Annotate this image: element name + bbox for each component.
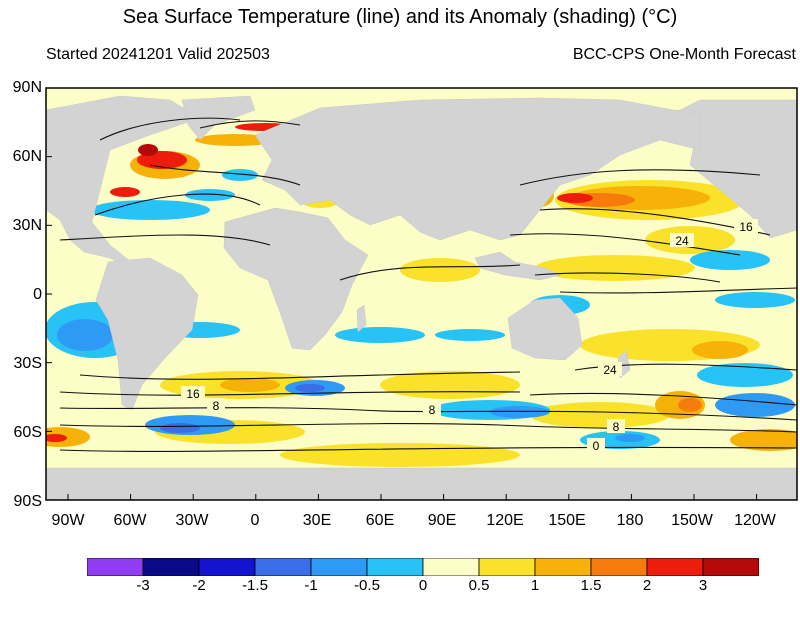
colorbar-swatch (142, 558, 200, 576)
lon-label: 30W (175, 512, 209, 529)
lon-label: 30E (302, 512, 332, 529)
contour-label: 0 (593, 439, 600, 453)
contour-label: 16 (186, 387, 200, 401)
colorbar-label: 2 (642, 577, 652, 594)
colorbar-label: 0.5 (468, 577, 490, 594)
lat-label: 30N (12, 217, 42, 234)
colorbar-label: 1 (530, 577, 540, 594)
colorbar-swatch (254, 558, 312, 576)
colorbar-swatch (87, 558, 144, 576)
colorbar-label: -0.5 (354, 577, 380, 594)
anomaly-colorbar (87, 558, 759, 576)
lon-label: 90W (51, 512, 85, 529)
colorbar-label: 0 (418, 577, 428, 594)
colorbar-label: 3 (698, 577, 708, 594)
colorbar-swatch (310, 558, 368, 576)
colorbar-swatch (590, 558, 648, 576)
colorbar-swatch (702, 558, 759, 576)
lon-label: 150E (548, 512, 586, 529)
lon-label: 60W (113, 512, 147, 529)
lon-label: 120W (734, 512, 776, 529)
colorbar-swatch (366, 558, 424, 576)
contour-label: 16 (739, 220, 753, 234)
lon-label: 150W (671, 512, 713, 529)
lat-label: 30S (13, 355, 42, 372)
lat-label: 60N (12, 148, 42, 165)
axis-ticks (46, 87, 758, 501)
colorbar-swatch (422, 558, 480, 576)
map-field: 16 24 24 16 8 8 8 0 (46, 88, 797, 500)
contour-label: 8 (613, 420, 620, 434)
colorbar-swatch (478, 558, 536, 576)
forecast-source: BCC-CPS One-Month Forecast (572, 46, 796, 63)
contour-label: 24 (603, 363, 617, 377)
map-title: Sea Surface Temperature (line) and its A… (122, 6, 678, 28)
contour-label: 8 (213, 399, 220, 413)
sst-contours (59, 117, 797, 452)
lat-label: 60S (13, 424, 42, 441)
lon-label: 180 (616, 512, 644, 529)
lon-label: 90E (427, 512, 457, 529)
colorbar-label: -1 (304, 577, 318, 594)
contour-label: 24 (675, 234, 689, 248)
colorbar-swatch (198, 558, 256, 576)
colorbar-label: -2 (192, 577, 206, 594)
lon-label: 60E (365, 512, 395, 529)
forecast-dates: Started 20241201 Valid 202503 (46, 46, 270, 63)
colorbar-swatch (534, 558, 592, 576)
colorbar-label: 1.5 (580, 577, 602, 594)
colorbar-label: -1.5 (242, 577, 268, 594)
colorbar-label: -3 (136, 577, 150, 594)
contour-label: 8 (429, 403, 436, 417)
land-masses (46, 95, 797, 500)
colorbar-swatch (646, 558, 704, 576)
contour-labels: 16 24 24 16 8 8 8 0 (181, 219, 758, 453)
lat-label: 0 (33, 286, 42, 303)
lat-label: 90N (12, 79, 42, 96)
lon-label: 0 (250, 512, 260, 529)
lon-label: 120E (486, 512, 524, 529)
lat-label: 90S (13, 493, 42, 510)
